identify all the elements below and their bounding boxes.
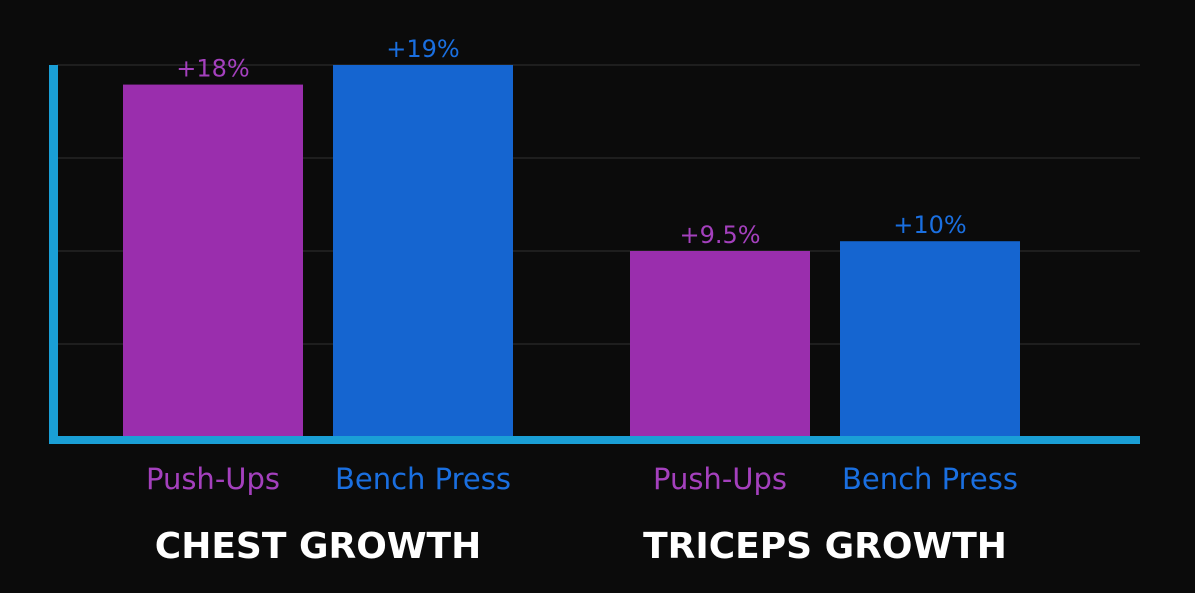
data-label-0-bench-press: +19% — [386, 35, 459, 63]
x-axis — [49, 436, 1140, 444]
group-label-1: TRICEPS GROWTH — [643, 526, 1007, 567]
bar-0-bench-press — [333, 65, 513, 437]
bar-1-bench-press — [840, 241, 1020, 437]
labels: +18% Push-Ups +19% Bench Press CHEST GROWTH +… — [146, 35, 1018, 567]
bar-1-push-ups — [630, 251, 810, 437]
y-axis — [49, 65, 58, 442]
bars — [123, 65, 1020, 437]
axes — [49, 65, 1140, 444]
group-label-0: CHEST GROWTH — [155, 526, 481, 567]
category-label-0-push-ups: Push-Ups — [146, 462, 280, 496]
data-label-1-bench-press: +10% — [893, 211, 966, 239]
data-label-0-push-ups: +18% — [176, 55, 249, 83]
category-label-1-push-ups: Push-Ups — [653, 462, 787, 496]
data-label-1-push-ups: +9.5% — [679, 221, 760, 249]
category-label-0-bench-press: Bench Press — [335, 462, 511, 496]
category-label-1-bench-press: Bench Press — [842, 462, 1018, 496]
bar-0-push-ups — [123, 84, 303, 437]
